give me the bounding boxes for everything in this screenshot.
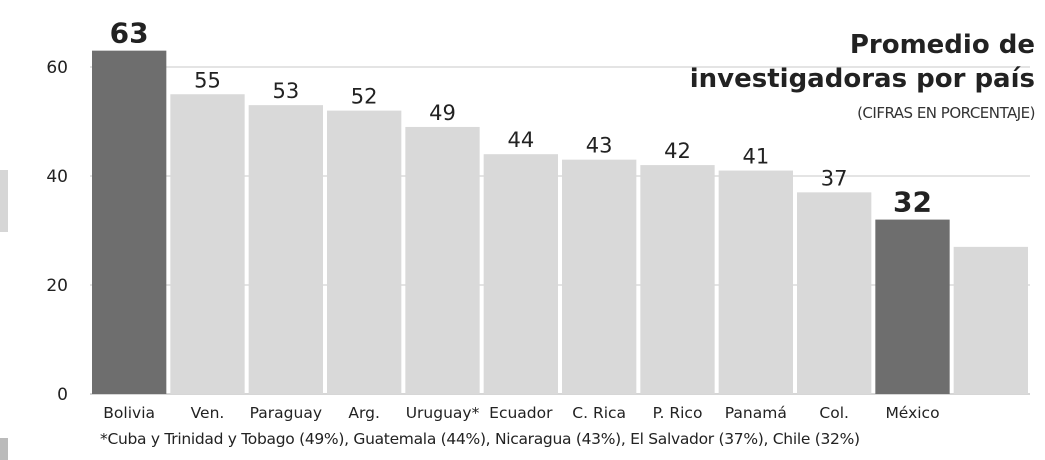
edge-artifact	[0, 170, 8, 232]
chart-subtitle: (CIFRAS EN PORCENTAJE)	[857, 104, 1035, 122]
edge-artifact	[0, 438, 8, 460]
data-label: 44	[507, 128, 534, 152]
category-label: P. Rico	[653, 404, 703, 422]
category-label: México	[885, 404, 939, 422]
category-label: Ecuador	[489, 404, 553, 422]
data-label: 37	[821, 166, 848, 190]
category-label: Bolivia	[103, 404, 155, 422]
bar	[875, 219, 950, 394]
footnote: *Cuba y Trinidad y Tobago (49%), Guatema…	[100, 430, 860, 448]
category-label: Panamá	[725, 404, 787, 422]
chart-title-line1: Promedio de	[849, 30, 1035, 60]
bar	[327, 110, 402, 394]
category-label: Col.	[819, 404, 849, 422]
y-tick-label: 60	[46, 58, 68, 78]
chart-title-line2: investigadoras por país	[689, 64, 1035, 94]
category-label: C. Rica	[572, 404, 626, 422]
y-tick-label: 40	[46, 167, 68, 187]
bar	[248, 105, 323, 395]
bar	[170, 94, 245, 394]
bar	[953, 246, 1028, 394]
data-label: 49	[429, 101, 456, 125]
data-label: 55	[194, 68, 221, 92]
data-label: 42	[664, 139, 691, 163]
bar	[718, 170, 793, 394]
bar	[640, 165, 715, 394]
data-label: 52	[351, 85, 378, 109]
category-label: Uruguay*	[406, 404, 480, 422]
y-tick-label: 20	[46, 276, 68, 296]
bar	[797, 192, 872, 394]
category-label: Arg.	[348, 404, 379, 422]
data-label: 63	[110, 17, 149, 50]
bar	[562, 159, 637, 394]
category-label: Ven.	[191, 404, 225, 422]
data-label: 43	[586, 134, 613, 158]
data-label: 53	[272, 79, 299, 103]
category-label: Paraguay	[250, 404, 322, 422]
bar	[483, 154, 558, 394]
y-tick-label: 0	[57, 385, 68, 405]
bar	[405, 126, 480, 394]
data-label: 32	[893, 186, 932, 219]
bar	[92, 50, 167, 395]
data-label: 41	[742, 145, 769, 169]
